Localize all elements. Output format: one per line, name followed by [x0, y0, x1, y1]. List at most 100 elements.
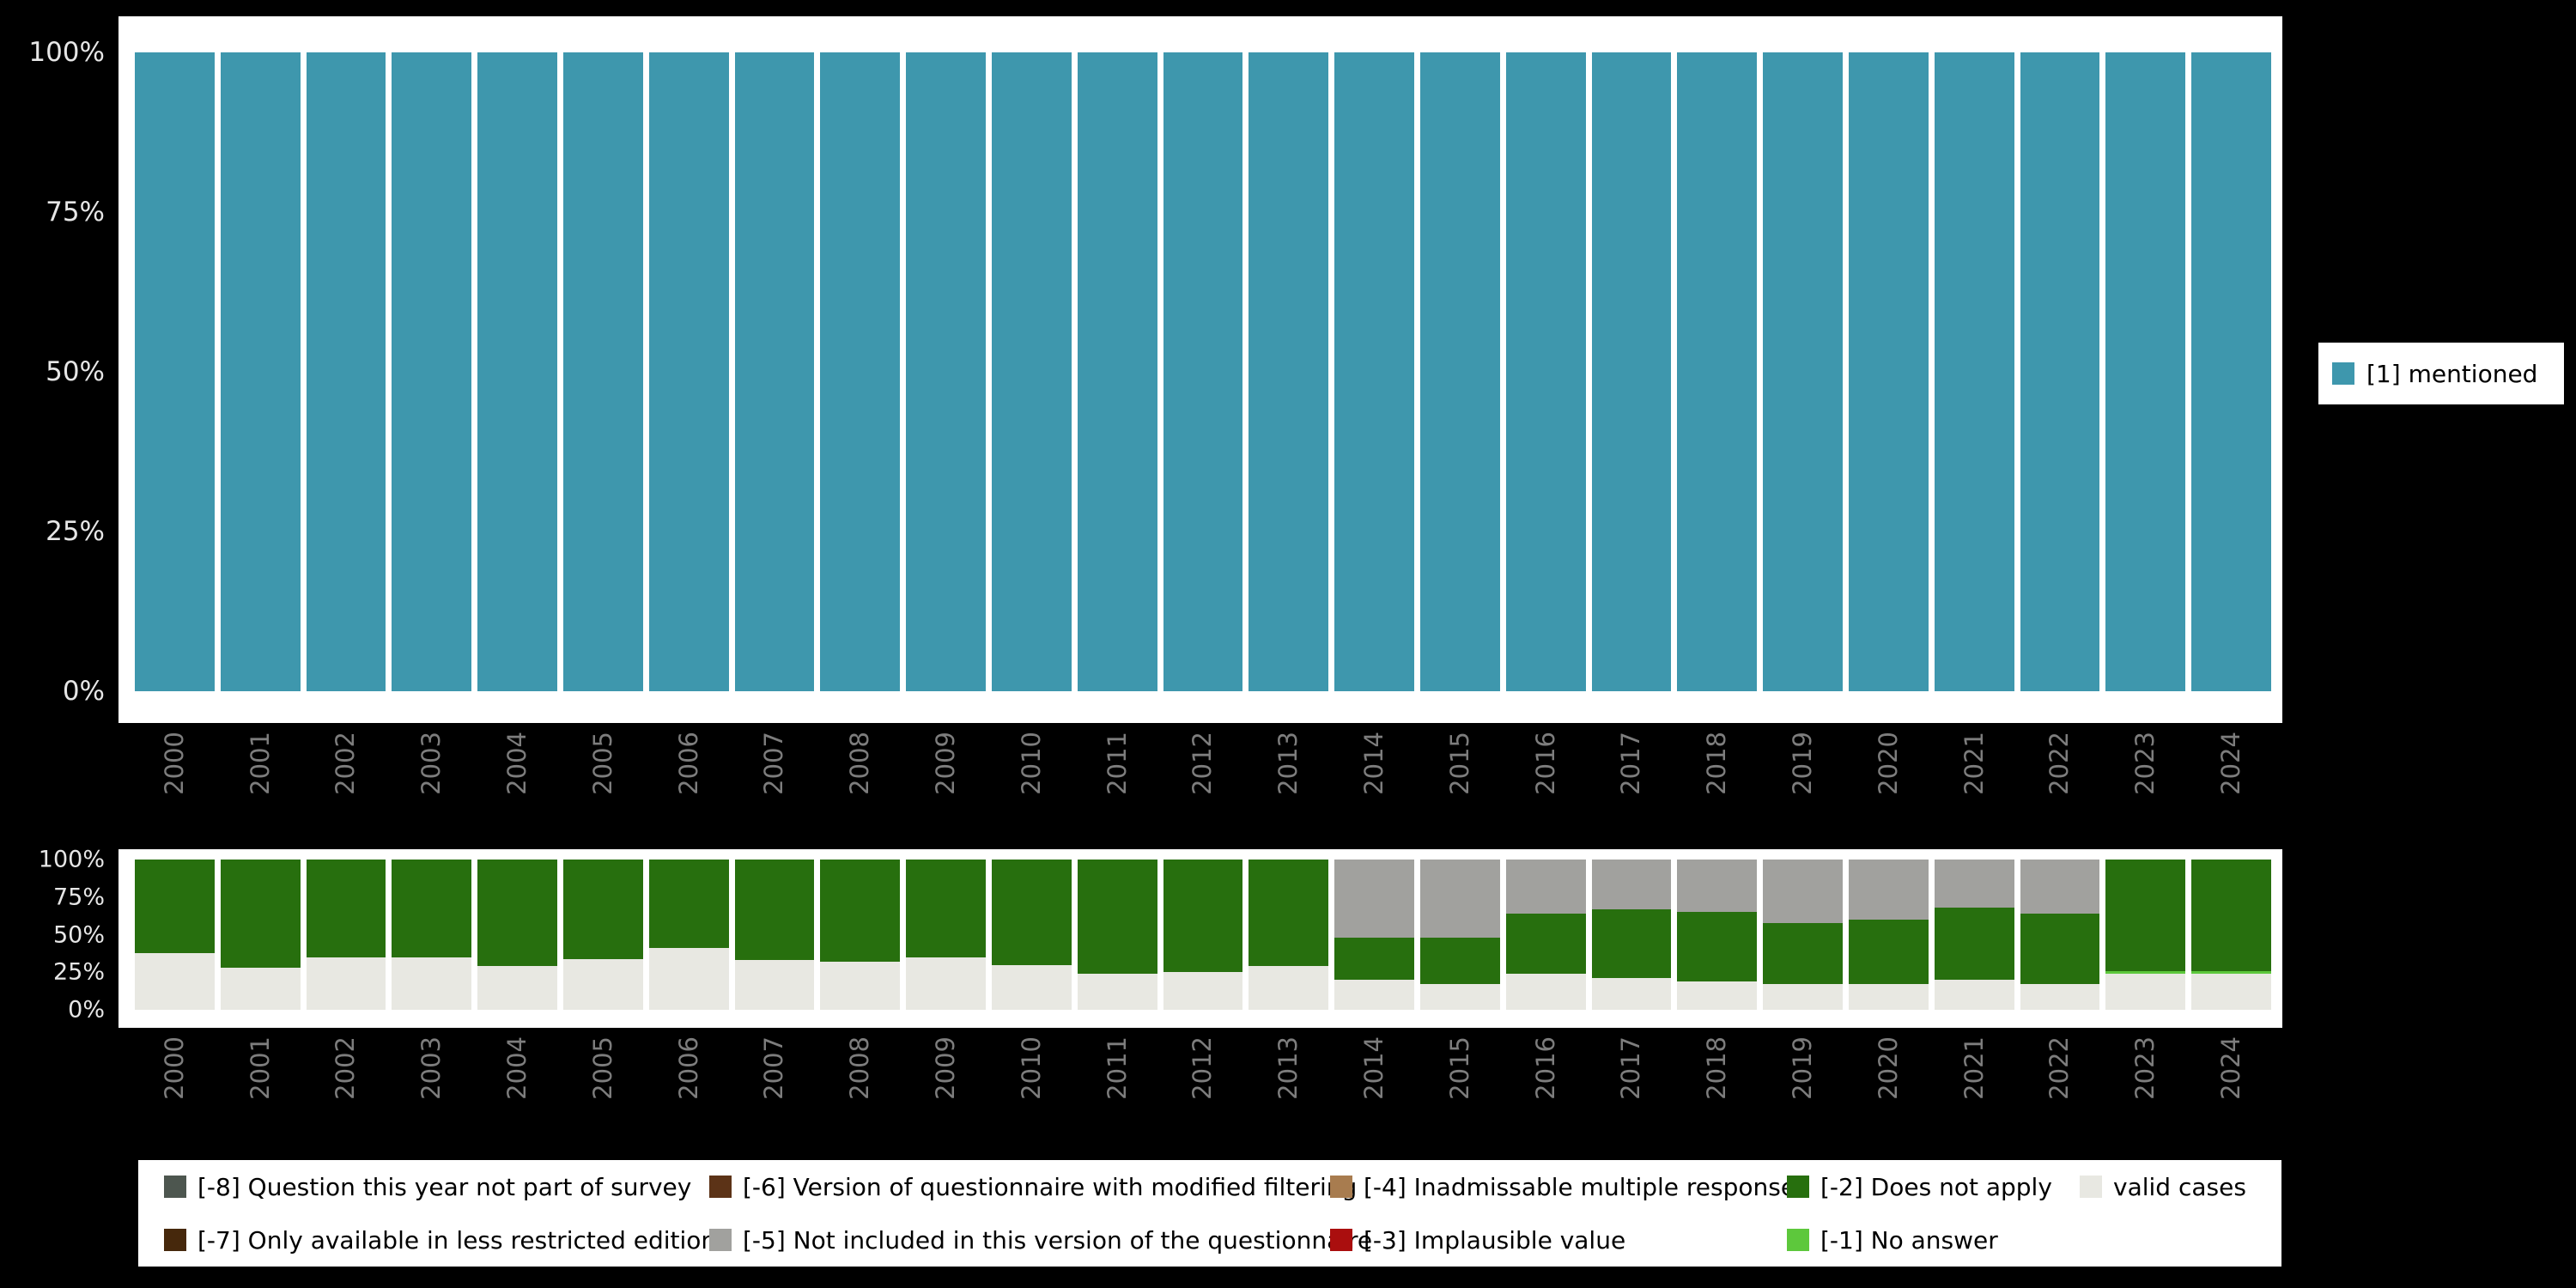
- bar-segment: [1419, 938, 1500, 985]
- bar-2014: [1334, 52, 1414, 691]
- bar-2012: [1163, 52, 1243, 691]
- x-axis-year-label: 2006: [673, 1036, 703, 1100]
- bar-segment: [392, 957, 472, 1010]
- bar-segment: [1763, 984, 1843, 1010]
- bar-segment: [1763, 52, 1843, 691]
- bar-2009: [906, 52, 986, 691]
- bottom-chart-plot-area: [135, 860, 2271, 1010]
- top-chart-plot-area: [135, 52, 2271, 691]
- bar-segment: [1677, 912, 1758, 981]
- bar-segment: [906, 860, 986, 957]
- bar-2021: [1934, 52, 2014, 691]
- legend-color-swatch: [164, 1176, 186, 1198]
- bar-segment: [1077, 974, 1157, 1010]
- bar-2018: [1677, 860, 1758, 1010]
- x-axis-tick: 2020: [1849, 732, 1929, 830]
- bar-2011: [1077, 860, 1157, 1010]
- x-axis-tick: 2013: [1249, 1036, 1328, 1133]
- top-chart-panel: [118, 16, 2282, 723]
- bar-segment: [1334, 980, 1414, 1010]
- x-axis-year-label: 2021: [1959, 1036, 1989, 1100]
- bar-2007: [734, 860, 815, 1010]
- bar-2019: [1763, 860, 1843, 1010]
- x-axis-tick: 2003: [392, 1036, 471, 1133]
- top-chart-y-axis: 0% 25% 50% 75% 100%: [0, 37, 110, 707]
- legend-color-swatch: [709, 1176, 732, 1198]
- x-axis-year-label: 2004: [502, 732, 532, 795]
- bar-2002: [306, 860, 386, 1010]
- bar-segment: [477, 966, 557, 1010]
- bar-segment: [477, 52, 557, 691]
- bar-segment: [306, 52, 386, 691]
- bar-2008: [820, 860, 901, 1010]
- bar-segment: [2105, 974, 2186, 1010]
- bar-segment: [1334, 860, 1414, 938]
- legend-item: [-6] Version of questionnaire with modif…: [709, 1173, 1357, 1201]
- bar-2010: [991, 860, 1072, 1010]
- bar-2004: [477, 52, 557, 691]
- bar-segment: [1591, 860, 1672, 909]
- bar-2021: [1934, 860, 2014, 1010]
- x-axis-year-label: 2014: [1359, 1036, 1389, 1100]
- bar-segment: [734, 860, 815, 961]
- bar-2024: [2191, 52, 2271, 691]
- y-axis-tick-label: 50%: [46, 356, 105, 387]
- bar-2001: [220, 52, 301, 691]
- top-chart-bars: [135, 52, 2271, 691]
- bottom-chart-y-axis: 0% 25% 50% 75% 100%: [0, 847, 110, 1024]
- x-axis-year-label: 2017: [1616, 1036, 1646, 1100]
- bar-segment: [1677, 981, 1758, 1010]
- x-axis-tick: 2017: [1592, 732, 1672, 830]
- x-axis-tick: 2018: [1677, 732, 1757, 830]
- x-axis-year-label: 2011: [1102, 1036, 1132, 1100]
- bar-segment: [135, 860, 215, 953]
- bar-segment: [734, 960, 815, 1010]
- bar-2019: [1763, 52, 1843, 691]
- bar-segment: [991, 52, 1072, 691]
- bar-segment: [2020, 860, 2100, 914]
- x-axis-tick: 2008: [820, 1036, 900, 1133]
- bar-segment: [220, 860, 301, 968]
- x-axis-tick: 2015: [1420, 732, 1500, 830]
- bar-segment: [220, 968, 301, 1010]
- x-axis-year-label: 2017: [1616, 732, 1646, 795]
- x-axis-tick: 2000: [135, 732, 215, 830]
- legend-item-label: [-5] Not included in this version of the…: [743, 1225, 1373, 1255]
- x-axis-year-label: 2010: [1016, 732, 1046, 795]
- bar-segment: [2191, 974, 2271, 1010]
- bar-segment: [1934, 908, 2014, 980]
- bar-segment: [2105, 970, 2186, 974]
- legend-item: [-4] Inadmissable multiple response: [1330, 1173, 1795, 1201]
- bar-segment: [820, 962, 901, 1010]
- x-axis-year-label: 2022: [2044, 1036, 2075, 1100]
- x-axis-tick: 2023: [2105, 732, 2185, 830]
- x-axis-tick: 2001: [221, 732, 301, 830]
- x-axis-year-label: 2012: [1188, 1036, 1218, 1100]
- bar-segment: [306, 957, 386, 1010]
- x-axis-year-label: 2015: [1444, 1036, 1474, 1100]
- bar-2022: [2020, 52, 2100, 691]
- x-axis-year-label: 2022: [2044, 732, 2075, 795]
- x-axis-year-label: 2001: [245, 732, 275, 795]
- x-axis-year-label: 2024: [2216, 732, 2246, 795]
- bar-2020: [1848, 860, 1929, 1010]
- legend-color-swatch: [2080, 1176, 2102, 1198]
- legend-item-label: [-2] Does not apply: [1820, 1172, 2052, 1201]
- x-axis-year-label: 2018: [1702, 732, 1732, 795]
- bar-segment: [1419, 984, 1500, 1010]
- bar-segment: [2105, 860, 2186, 971]
- bar-2000: [135, 860, 215, 1010]
- bar-segment: [2020, 914, 2100, 985]
- bar-2007: [734, 52, 815, 691]
- x-axis-year-label: 2007: [759, 1036, 789, 1100]
- legend-color-swatch: [1330, 1176, 1352, 1198]
- y-axis-tick-label: 50%: [52, 921, 105, 948]
- x-axis-tick: 2007: [735, 1036, 815, 1133]
- legend-color-swatch: [1787, 1229, 1809, 1251]
- x-axis-year-label: 2014: [1359, 732, 1389, 795]
- bar-2017: [1591, 860, 1672, 1010]
- legend-item-label: valid cases: [2113, 1172, 2246, 1201]
- y-axis-tick-label: 0%: [62, 676, 105, 707]
- bar-2022: [2020, 860, 2100, 1010]
- x-axis-year-label: 2019: [1788, 732, 1818, 795]
